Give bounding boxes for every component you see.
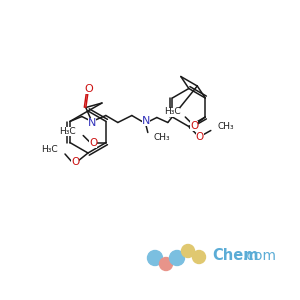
Circle shape — [160, 257, 172, 271]
Text: .com: .com — [243, 249, 277, 263]
Text: CH₃: CH₃ — [218, 122, 234, 131]
Circle shape — [182, 244, 194, 257]
Text: N: N — [88, 118, 96, 128]
Text: O: O — [84, 83, 93, 94]
Text: O: O — [89, 137, 97, 148]
Text: CH₃: CH₃ — [154, 133, 170, 142]
Text: H₃C: H₃C — [164, 107, 180, 116]
Text: O: O — [196, 133, 204, 142]
Text: H₃C: H₃C — [41, 146, 58, 154]
Circle shape — [169, 250, 184, 266]
Circle shape — [193, 250, 206, 263]
Text: O: O — [71, 157, 79, 167]
Text: H₃C: H₃C — [60, 127, 76, 136]
Circle shape — [148, 250, 163, 266]
Text: Chem: Chem — [212, 248, 259, 263]
Text: O: O — [190, 121, 198, 131]
Text: N: N — [142, 116, 150, 125]
